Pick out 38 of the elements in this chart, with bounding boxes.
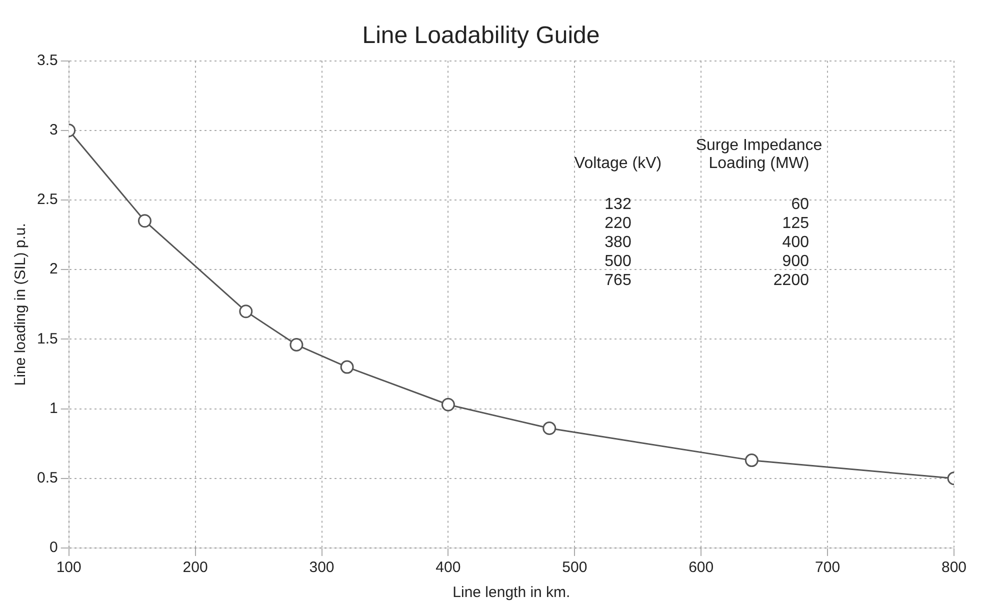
annotation: 2200 <box>772 271 810 290</box>
x-tick-label: 200 <box>182 559 208 576</box>
y-tick-label: 0.5 <box>36 470 58 487</box>
y-tick-label: 2 <box>50 260 58 278</box>
point <box>542 422 556 436</box>
point <box>290 338 304 352</box>
x-tick-label: 400 <box>436 559 461 576</box>
point <box>138 214 152 228</box>
x-tick-label: 500 <box>562 559 588 576</box>
point <box>340 360 354 374</box>
x-tick-label: 100 <box>56 559 82 576</box>
x-axis-title: Line length in km. <box>452 584 570 602</box>
y-tick-label: 1 <box>50 400 58 417</box>
annotation: 220 <box>604 214 632 233</box>
annotation: 500 <box>604 252 632 271</box>
x-tick-label: 600 <box>688 559 714 576</box>
y-tick-label: 3 <box>50 122 58 139</box>
annotation: 60 <box>790 195 810 214</box>
annotation: Surge Impedance Loading (MW) <box>694 136 824 174</box>
annotation: 765 <box>604 271 632 290</box>
annotation: Voltage (kV) <box>573 154 663 174</box>
y-tick-label: 0 <box>50 539 58 556</box>
x-tick-label: 800 <box>941 559 967 576</box>
chart-title: Line Loadability Guide <box>362 22 600 50</box>
annotation: 132 <box>604 195 632 214</box>
y-tick-label: 3.5 <box>36 52 58 69</box>
x-tick-label: 700 <box>815 559 840 576</box>
point <box>441 398 455 412</box>
annotation: 400 <box>781 233 810 252</box>
y-tick-label: 1.5 <box>36 330 58 348</box>
x-tick-label: 300 <box>309 559 334 576</box>
y-tick-label: 2.5 <box>36 191 58 208</box>
annotation: 380 <box>604 233 632 252</box>
point <box>239 304 253 318</box>
annotation: 125 <box>781 214 810 233</box>
point <box>744 454 758 468</box>
annotation: 900 <box>781 252 810 271</box>
y-axis-title: Line loading in (SIL) p.u. <box>12 223 30 386</box>
